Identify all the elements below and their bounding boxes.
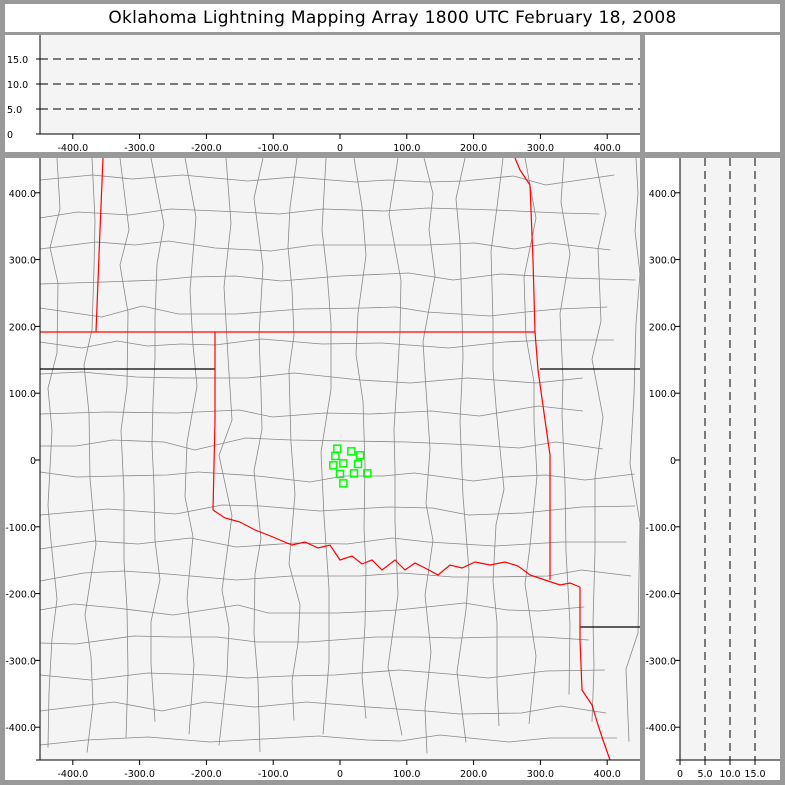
altitude-tick-label: 10.0 [719,769,740,780]
y-tick-label: 200.0 [9,322,36,333]
x-tick-label: -300.0 [124,143,155,154]
y-tick-label: 200.0 [649,322,676,333]
y-tick-label: 400.0 [649,189,676,200]
altitude-tick-label: 0 [7,130,13,141]
county-line [39,207,600,219]
county-line [218,157,233,746]
county-line [150,157,165,722]
county-boundaries [39,157,641,754]
lightning-source-point [363,469,372,478]
oklahoma-texas-west-border [212,332,216,511]
county-line [455,157,470,743]
page-title: Oklahoma Lightning Mapping Array 1800 UT… [5,4,780,32]
oklahoma-east-border [514,157,551,580]
texas-louisiana-border [579,587,611,761]
county-line [39,305,608,318]
county-line [287,157,301,721]
x-tick-label: -100.0 [258,143,289,154]
x-tick-label: -200.0 [191,769,222,780]
x-tick-label: 200.0 [460,769,487,780]
county-line [47,157,61,748]
x-tick-label: 400.0 [594,769,621,780]
colorado-border [95,157,104,333]
county-line [422,157,436,754]
altitude-tick-label: 10.0 [7,80,28,91]
county-line [320,157,332,735]
county-line [490,157,505,727]
red-river-border [212,509,581,588]
y-tick-label: 0 [30,456,36,467]
lightning-source-point [339,479,348,488]
county-line [184,157,198,735]
lightning-source-point [331,451,340,461]
county-line [353,157,367,719]
altitude-tick-label: 5.0 [7,105,22,116]
plan-view-plot-area [40,158,640,760]
y-tick-label: 300.0 [9,256,36,267]
x-tick-label: 200.0 [460,143,487,154]
county-line [387,157,403,736]
county-line [559,157,571,695]
county-line [119,157,130,738]
x-tick-label: -300.0 [124,769,155,780]
lightning-source-point [353,459,363,469]
county-line [39,272,636,285]
lightning-source-point [335,469,345,479]
y-tick-label: 0 [670,456,676,467]
x-tick-label: 400.0 [594,143,621,154]
x-tick-label: -200.0 [191,143,222,154]
x-tick-label: 100.0 [393,143,420,154]
county-line [253,157,264,752]
y-tick-label: -300.0 [645,656,676,667]
y-tick-label: 100.0 [9,389,36,400]
lightning-source-point [355,451,365,460]
county-line [523,157,538,724]
county-line [625,157,641,742]
x-tick-label: -400.0 [57,143,88,154]
x-tick-label: -100.0 [258,769,289,780]
y-tick-label: -200.0 [5,590,36,601]
county-line [39,338,614,349]
lightning-source-point [339,459,348,468]
y-tick-label: -400.0 [5,723,36,734]
altitude-tick-label: 0 [677,769,683,780]
x-tick-label: 300.0 [527,769,554,780]
county-line [39,602,585,616]
y-tick-label: -100.0 [645,523,676,534]
y-tick-label: -400.0 [645,723,676,734]
county-line [39,669,606,681]
county-line [39,371,583,384]
x-tick-label: 0 [337,143,343,154]
county-line [39,635,589,645]
x-tick-label: 100.0 [393,769,420,780]
altitude-tick-label: 5.0 [697,769,712,780]
x-tick-label: 300.0 [527,143,554,154]
x-tick-label: -400.0 [57,769,88,780]
county-line [83,157,97,753]
y-tick-label: 100.0 [649,389,676,400]
y-tick-label: -200.0 [645,590,676,601]
lightning-source-point [349,469,359,478]
altitude-tick-label: 15.0 [7,55,28,66]
y-tick-label: 400.0 [9,189,36,200]
county-line [39,569,632,582]
altitude-tick-label: 15.0 [744,769,765,780]
county-line [39,734,617,746]
y-tick-label: -100.0 [5,523,36,534]
lightning-source-point [347,447,356,456]
county-line [39,174,615,186]
y-tick-label: -300.0 [5,656,36,667]
county-line [591,157,607,722]
x-tick-label: 0 [337,769,343,780]
county-line [39,240,611,252]
state-boundaries [40,157,640,761]
lightning-source-point [329,461,338,470]
corner-panel [645,35,780,152]
county-line [39,537,627,550]
county-line [39,701,607,715]
y-tick-label: 300.0 [649,256,676,267]
